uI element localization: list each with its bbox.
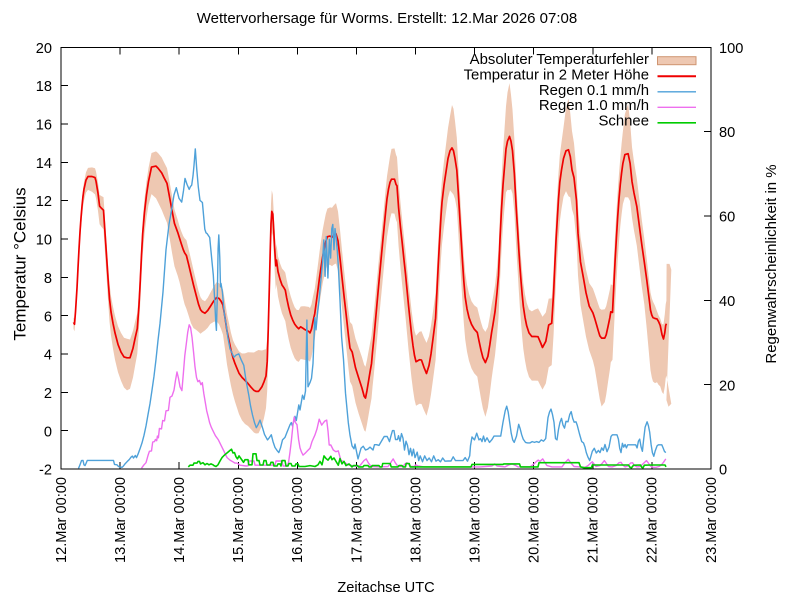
svg-text:18: 18 xyxy=(36,79,52,95)
svg-text:6: 6 xyxy=(44,309,52,325)
svg-text:10: 10 xyxy=(36,233,52,249)
svg-text:12.Mar 00:00: 12.Mar 00:00 xyxy=(54,477,70,563)
svg-text:14: 14 xyxy=(36,156,52,172)
svg-text:23.Mar 00:00: 23.Mar 00:00 xyxy=(704,477,720,563)
svg-text:15.Mar 00:00: 15.Mar 00:00 xyxy=(231,477,247,563)
svg-text:18.Mar 00:00: 18.Mar 00:00 xyxy=(408,477,424,563)
svg-text:20: 20 xyxy=(36,41,52,57)
svg-text:21.Mar 00:00: 21.Mar 00:00 xyxy=(586,477,602,563)
svg-text:Schnee: Schnee xyxy=(598,114,649,130)
svg-text:16: 16 xyxy=(36,118,52,134)
svg-text:100: 100 xyxy=(719,41,743,57)
svg-text:Regenwahrscheinlichkeit in %: Regenwahrscheinlichkeit in % xyxy=(763,164,780,363)
svg-text:19.Mar 00:00: 19.Mar 00:00 xyxy=(467,477,483,563)
svg-text:Wettervorhersage für Worms. Er: Wettervorhersage für Worms. Erstellt: 12… xyxy=(197,10,577,27)
svg-text:14.Mar 00:00: 14.Mar 00:00 xyxy=(172,477,188,563)
svg-text:-2: -2 xyxy=(39,463,52,479)
svg-text:Absoluter Temperaturfehler: Absoluter Temperaturfehler xyxy=(470,52,649,68)
svg-text:Zeitachse UTC: Zeitachse UTC xyxy=(337,580,434,596)
svg-text:0: 0 xyxy=(44,424,52,440)
svg-text:17.Mar 00:00: 17.Mar 00:00 xyxy=(349,477,365,563)
svg-text:0: 0 xyxy=(719,463,727,479)
svg-text:8: 8 xyxy=(44,271,52,287)
svg-text:13.Mar 00:00: 13.Mar 00:00 xyxy=(113,477,129,563)
svg-text:22.Mar 00:00: 22.Mar 00:00 xyxy=(645,477,661,563)
svg-text:12: 12 xyxy=(36,194,52,210)
svg-text:20.Mar 00:00: 20.Mar 00:00 xyxy=(527,477,543,563)
svg-text:Regen 0.1 mm/h: Regen 0.1 mm/h xyxy=(539,83,649,99)
svg-text:60: 60 xyxy=(719,210,735,226)
svg-text:Temperatur in 2 Meter Höhe: Temperatur in 2 Meter Höhe xyxy=(464,68,649,84)
svg-text:40: 40 xyxy=(719,294,735,310)
svg-text:Regen 1.0 mm/h: Regen 1.0 mm/h xyxy=(539,98,649,114)
svg-text:2: 2 xyxy=(44,386,52,402)
svg-text:16.Mar 00:00: 16.Mar 00:00 xyxy=(290,477,306,563)
svg-text:4: 4 xyxy=(44,348,52,364)
svg-text:20: 20 xyxy=(719,378,735,394)
svg-text:Temperatur °Celsius: Temperatur °Celsius xyxy=(11,187,30,340)
svg-text:80: 80 xyxy=(719,125,735,141)
